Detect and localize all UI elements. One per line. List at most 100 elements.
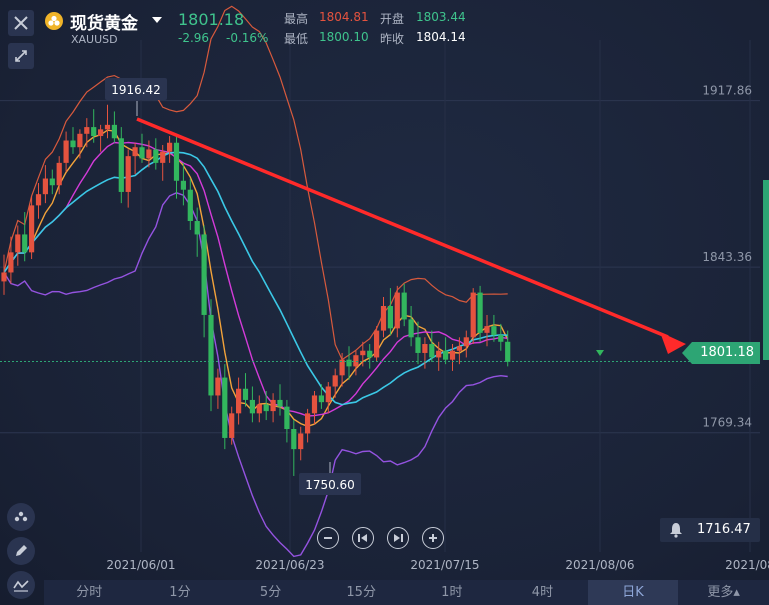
- candle-body: [298, 433, 304, 450]
- candle-body: [387, 306, 393, 329]
- candle-body: [153, 149, 159, 163]
- candle-body: [360, 350, 366, 356]
- current-marker: [596, 350, 604, 356]
- bollinger-bands: [3, 5, 508, 558]
- candle-body: [201, 234, 207, 315]
- candle-body: [167, 142, 173, 152]
- shrink-icon: [15, 50, 27, 62]
- draw-button[interactable]: [7, 537, 35, 565]
- axes: 1917.86 1843.36 1769.34 2021/06/01 2021/06/2…: [106, 84, 769, 572]
- instrument-symbol: XAUUSD: [71, 33, 118, 46]
- candle-body: [194, 221, 200, 235]
- candle-body: [305, 413, 311, 434]
- candle-body: [77, 133, 83, 148]
- candle-body: [118, 138, 124, 192]
- tab-1min[interactable]: 1分: [169, 585, 191, 600]
- candle-body: [229, 413, 235, 438]
- candle-body: [180, 180, 186, 190]
- candle-body: [35, 194, 42, 206]
- candle-body: [8, 252, 14, 273]
- minus-icon: [324, 537, 332, 539]
- x-tick-label: 2021/06/01: [106, 558, 175, 572]
- low-label: 最低: [284, 32, 309, 46]
- candle-body: [346, 359, 352, 367]
- candle-body: [208, 314, 214, 396]
- x-tick-label: 2021/08/06: [565, 558, 634, 572]
- candle-body: [22, 234, 28, 253]
- candle-body: [256, 404, 262, 414]
- price-alert[interactable]: 1716.47: [660, 518, 760, 542]
- zoom-out-button[interactable]: [317, 527, 339, 549]
- high-annotation-box: [105, 78, 167, 100]
- candles: [1, 104, 511, 476]
- low-annotation: 1750.60: [305, 478, 355, 492]
- candle-body: [1, 272, 7, 282]
- candle-body: [477, 292, 483, 333]
- candle-body: [394, 292, 400, 329]
- prev-close-value: 1804.14: [416, 30, 466, 44]
- candle-body: [15, 234, 21, 253]
- candle-body: [491, 326, 497, 336]
- open-label: 开盘: [380, 12, 405, 26]
- candle-body: [70, 140, 76, 148]
- candle-body: [332, 375, 338, 387]
- candle-body: [236, 388, 242, 414]
- indicator-button[interactable]: [7, 503, 35, 531]
- candle-body: [49, 178, 55, 186]
- current-price-tag: 1801.18: [682, 342, 760, 364]
- gold-coin-icon: [45, 12, 63, 30]
- candle-body: [484, 326, 490, 333]
- candle-body: [353, 355, 359, 367]
- dots-icon: [14, 511, 28, 522]
- candle-body: [215, 377, 221, 396]
- moving-averages: [3, 129, 509, 428]
- high-value: 1804.81: [319, 10, 369, 24]
- shrink-button[interactable]: [8, 43, 34, 69]
- close-button[interactable]: [8, 10, 34, 36]
- boll-upper-line: [3, 5, 508, 361]
- ma5-line: [3, 129, 509, 428]
- tab-5min[interactable]: 5分: [259, 585, 282, 600]
- candle-body: [463, 337, 469, 347]
- step-back-icon: [358, 534, 367, 542]
- candle-body: [263, 404, 269, 412]
- candle-body: [456, 346, 462, 351]
- candle-body: [401, 292, 407, 320]
- y-tick-label: 1769.34: [702, 416, 752, 430]
- candle-body: [436, 350, 442, 358]
- candle-body: [63, 140, 69, 163]
- step-back-button[interactable]: [352, 527, 374, 549]
- chevron-down-icon[interactable]: [152, 16, 162, 24]
- open-value: 1803.44: [416, 10, 466, 24]
- alert-price: 1716.47: [697, 522, 751, 537]
- candle-body: [325, 386, 331, 403]
- high-annotation: 1916.42: [111, 83, 161, 97]
- chart-grid: [0, 40, 760, 552]
- chart-type-button[interactable]: [7, 571, 35, 599]
- side-drawer-handle[interactable]: [763, 180, 769, 360]
- x-tick-label: 2021/06/23: [255, 558, 324, 572]
- ma10-line: [3, 141, 508, 417]
- price-change: -2.96: [178, 31, 210, 45]
- candle-body: [374, 330, 380, 358]
- zoom-in-button[interactable]: [422, 527, 444, 549]
- candle-body: [222, 377, 228, 438]
- candle-body: [429, 344, 435, 358]
- x-tick-label: 2021/08: [725, 558, 769, 572]
- tab-timeshare[interactable]: 分时: [76, 585, 103, 600]
- instrument-title[interactable]: 现货黄金: [70, 14, 138, 34]
- tab-1hour[interactable]: 1时: [441, 585, 463, 600]
- candle-body: [132, 147, 138, 157]
- tab-more[interactable]: 更多▴: [707, 585, 740, 600]
- low-value: 1800.10: [319, 30, 369, 44]
- tab-4hour[interactable]: 4时: [531, 585, 554, 600]
- candle-body: [443, 350, 449, 360]
- step-forward-button[interactable]: [387, 527, 409, 549]
- high-label: 最高: [284, 12, 309, 26]
- tab-daily[interactable]: 日K: [587, 580, 679, 605]
- candle-body: [498, 335, 504, 342]
- tab-15min[interactable]: 15分: [346, 585, 376, 600]
- line-chart-icon: [13, 580, 29, 592]
- trend-arrow-head: [660, 332, 686, 354]
